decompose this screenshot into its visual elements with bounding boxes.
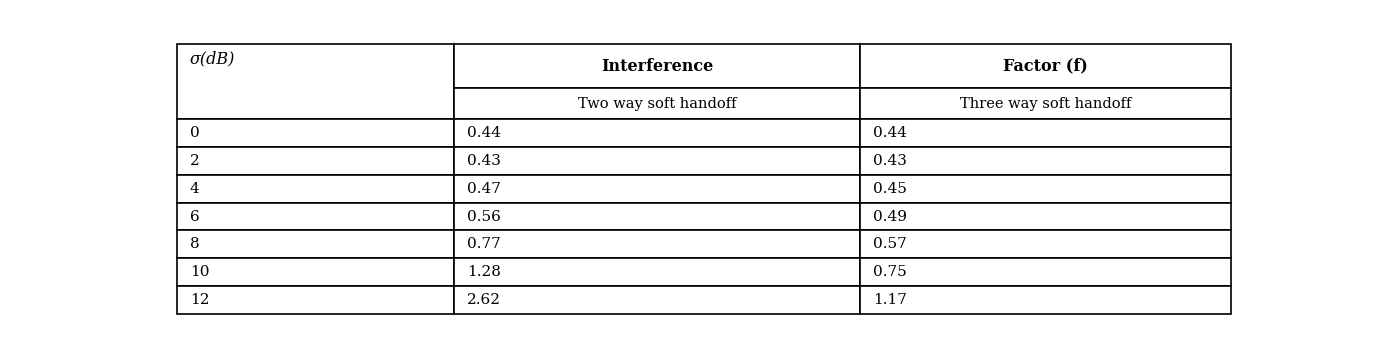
Text: 0.43: 0.43: [872, 154, 907, 168]
Bar: [860, 175, 1231, 203]
Bar: [860, 119, 1231, 147]
Bar: [177, 258, 455, 286]
Text: 2: 2: [190, 154, 199, 168]
Bar: [177, 147, 455, 175]
Bar: [455, 147, 860, 175]
Text: 2.62: 2.62: [467, 293, 502, 307]
Bar: [455, 44, 860, 88]
Text: 0.57: 0.57: [872, 237, 907, 251]
Text: Two way soft handoff: Two way soft handoff: [578, 97, 736, 111]
Text: 0.47: 0.47: [467, 182, 502, 196]
Text: σ(dB): σ(dB): [190, 51, 235, 68]
Bar: [177, 203, 455, 230]
Text: 0.43: 0.43: [467, 154, 502, 168]
Bar: [860, 286, 1231, 314]
Text: Three way soft handoff: Three way soft handoff: [960, 97, 1131, 111]
Bar: [177, 175, 455, 203]
Text: 10: 10: [190, 265, 209, 279]
Text: Factor (f): Factor (f): [1003, 58, 1088, 75]
Bar: [177, 286, 455, 314]
Text: 4: 4: [190, 182, 199, 196]
Text: 0.44: 0.44: [467, 126, 502, 140]
Bar: [860, 44, 1231, 88]
Bar: [177, 230, 455, 258]
Bar: [860, 88, 1231, 119]
Text: 8: 8: [190, 237, 199, 251]
Bar: [455, 88, 860, 119]
Text: 0.49: 0.49: [872, 210, 907, 223]
Text: 0.45: 0.45: [872, 182, 907, 196]
Text: 0.56: 0.56: [467, 210, 502, 223]
Bar: [455, 119, 860, 147]
Bar: [177, 44, 455, 119]
Bar: [455, 175, 860, 203]
Text: 0.44: 0.44: [872, 126, 907, 140]
Text: 1.28: 1.28: [467, 265, 502, 279]
Text: 0: 0: [190, 126, 199, 140]
Bar: [860, 230, 1231, 258]
Text: 6: 6: [190, 210, 199, 223]
Bar: [860, 147, 1231, 175]
Bar: [860, 258, 1231, 286]
Bar: [455, 258, 860, 286]
Bar: [177, 119, 455, 147]
Text: 0.75: 0.75: [872, 265, 907, 279]
Bar: [860, 203, 1231, 230]
Text: 12: 12: [190, 293, 209, 307]
Text: 1.17: 1.17: [872, 293, 907, 307]
Text: Interference: Interference: [602, 58, 713, 75]
Bar: [455, 286, 860, 314]
Text: 0.77: 0.77: [467, 237, 502, 251]
Bar: [455, 230, 860, 258]
Bar: [455, 203, 860, 230]
